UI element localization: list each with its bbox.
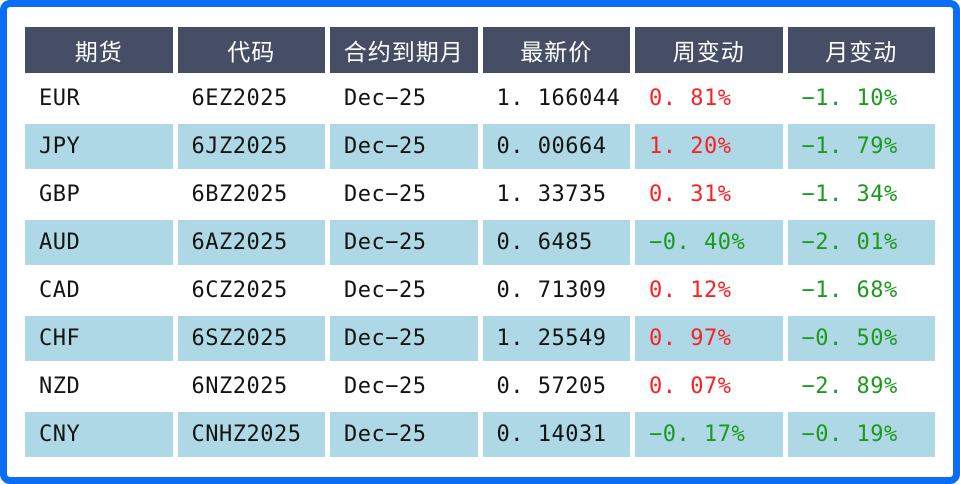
table-row: NZD 6NZ2025 Dec−25 0. 57205 0. 07% −2. 89% xyxy=(25,364,935,409)
table-row: EUR 6EZ2025 Dec−25 1. 166044 0. 81% −1. 10% xyxy=(25,76,935,121)
cell-last-price: 0. 14031 xyxy=(482,412,630,457)
cell-future: CHF xyxy=(25,316,173,361)
cell-code: 6BZ2025 xyxy=(191,182,288,207)
cell-week-change: 0. 07% xyxy=(649,374,732,399)
cell-last-price: 1. 33735 xyxy=(496,182,607,207)
cell-code: CNHZ2025 xyxy=(177,412,325,457)
table-row: JPY 6JZ2025 Dec−25 0. 00664 1. 20% −1. 79% xyxy=(25,124,935,169)
cell-month-change: −2. 89% xyxy=(801,374,898,399)
cell-month-change: −0. 50% xyxy=(787,316,935,361)
cell-week-change: 0. 81% xyxy=(649,86,732,111)
cell-month-change: −2. 01% xyxy=(787,220,935,265)
cell-month-change: −0. 19% xyxy=(787,412,935,457)
cell-expiry-month: Dec−25 xyxy=(344,278,427,303)
cell-last-price: 0. 57205 xyxy=(496,374,607,399)
cell-code: 6JZ2025 xyxy=(177,124,325,169)
cell-last-price: 1. 25549 xyxy=(482,316,630,361)
table-row: GBP 6BZ2025 Dec−25 1. 33735 0. 31% −1. 34% xyxy=(25,172,935,217)
cell-future: GBP xyxy=(39,182,81,207)
header-cell-month-change: 月变动 xyxy=(787,27,935,73)
cell-future: CNY xyxy=(25,412,173,457)
cell-expiry-month: Dec−25 xyxy=(330,124,478,169)
header-cell-last-price: 最新价 xyxy=(482,27,630,73)
cell-month-change: −1. 68% xyxy=(801,278,898,303)
header-row: 期货 代码 合约到期月 最新价 周变动 月变动 xyxy=(25,27,935,73)
header-cell-code: 代码 xyxy=(177,27,325,73)
cell-week-change: −0. 40% xyxy=(635,220,783,265)
cell-expiry-month: Dec−25 xyxy=(344,182,427,207)
cell-code: 6SZ2025 xyxy=(177,316,325,361)
cell-future: CAD xyxy=(39,278,81,303)
table-row: CAD 6CZ2025 Dec−25 0. 71309 0. 12% −1. 68% xyxy=(25,268,935,313)
cell-code: 6AZ2025 xyxy=(177,220,325,265)
header-cell-futures: 期货 xyxy=(25,27,173,73)
table-row: CNY CNHZ2025 Dec−25 0. 14031 −0. 17% −0. 19% xyxy=(25,412,935,457)
cell-week-change: 0. 12% xyxy=(649,278,732,303)
cell-last-price: 0. 71309 xyxy=(496,278,607,303)
cell-week-change: 1. 20% xyxy=(635,124,783,169)
cell-expiry-month: Dec−25 xyxy=(344,374,427,399)
table-row: CHF 6SZ2025 Dec−25 1. 25549 0. 97% −0. 50% xyxy=(25,316,935,361)
cell-code: 6CZ2025 xyxy=(191,278,288,303)
cell-future: JPY xyxy=(25,124,173,169)
cell-week-change: −0. 17% xyxy=(635,412,783,457)
cell-month-change: −1. 79% xyxy=(787,124,935,169)
header-cell-week-change: 周变动 xyxy=(635,27,783,73)
cell-month-change: −1. 34% xyxy=(801,182,898,207)
cell-last-price: 0. 00664 xyxy=(482,124,630,169)
table-body: EUR 6EZ2025 Dec−25 1. 166044 0. 81% −1. 10% JP… xyxy=(25,76,935,457)
cell-expiry-month: Dec−25 xyxy=(344,86,427,111)
header-cell-expiry-month: 合约到期月 xyxy=(330,27,478,73)
cell-last-price: 1. 166044 xyxy=(496,86,621,111)
cell-last-price: 0. 6485 xyxy=(482,220,630,265)
cell-future: EUR xyxy=(39,86,81,111)
cell-future: AUD xyxy=(25,220,173,265)
cell-expiry-month: Dec−25 xyxy=(330,316,478,361)
currency-futures-table: 期货 代码 合约到期月 最新价 周变动 月变动 EUR 6EZ2025 Dec−25… xyxy=(20,24,940,460)
cell-expiry-month: Dec−25 xyxy=(330,220,478,265)
cell-future: NZD xyxy=(39,374,81,399)
cell-week-change: 0. 97% xyxy=(635,316,783,361)
table-row: AUD 6AZ2025 Dec−25 0. 6485 −0. 40% −2. 01% xyxy=(25,220,935,265)
cell-month-change: −1. 10% xyxy=(801,86,898,111)
cell-expiry-month: Dec−25 xyxy=(330,412,478,457)
cell-week-change: 0. 31% xyxy=(649,182,732,207)
cell-code: 6NZ2025 xyxy=(191,374,288,399)
cell-code: 6EZ2025 xyxy=(191,86,288,111)
